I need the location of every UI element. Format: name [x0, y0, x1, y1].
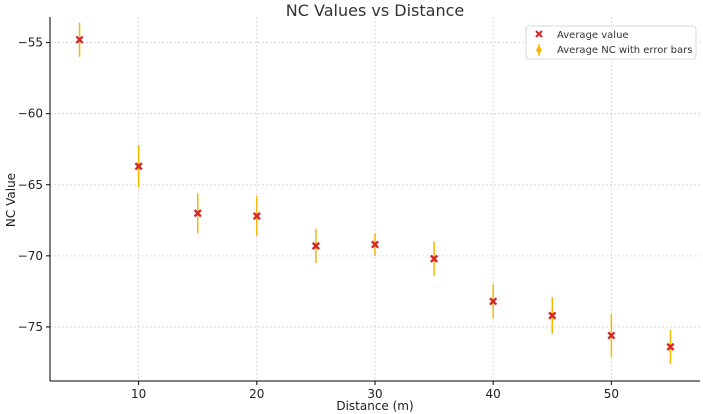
plot-area [75, 22, 675, 364]
point-marker-stroke [75, 35, 84, 44]
data-point [193, 209, 202, 218]
y-axis-label: NC Value [4, 173, 18, 227]
y-tick-label: −75 [18, 320, 43, 334]
x-tick-label: 30 [367, 387, 382, 401]
axis-ticks: 10 20 30 40 50 −55 −60 −65 −70 −75 [18, 36, 619, 401]
point-marker-stroke [370, 240, 380, 249]
y-tick-label: −60 [18, 107, 43, 121]
point-marker-stroke [193, 209, 202, 218]
data-point [311, 241, 320, 250]
legend-marker-errorbar [536, 44, 542, 56]
point-marker-stroke [607, 331, 616, 340]
data-point [75, 35, 84, 44]
point-marker-stroke [430, 254, 439, 263]
x-tick-label: 20 [249, 387, 264, 401]
chart-title: NC Values vs Distance [286, 1, 464, 20]
data-point [252, 212, 261, 221]
y-tick-label: −55 [18, 36, 43, 50]
y-tick-label: −65 [18, 178, 43, 192]
legend-label-errorbar: Average NC with error bars [557, 45, 692, 56]
data-point [607, 331, 616, 340]
point-marker-stroke [252, 212, 261, 221]
legend: Average value Average NC with error bars [525, 25, 697, 60]
x-axis-label: Distance (m) [336, 399, 413, 413]
point-marker-stroke [666, 342, 675, 351]
data-point [489, 297, 498, 306]
data-point [666, 342, 675, 351]
data-point [548, 311, 557, 320]
legend-label-average: Average value [557, 30, 629, 41]
x-tick-label: 40 [486, 387, 501, 401]
legend-box [525, 25, 697, 60]
point-marker-stroke [489, 297, 498, 306]
grid [50, 17, 700, 381]
point-marker-stroke [134, 162, 143, 171]
data-point [430, 254, 439, 263]
data-point [134, 162, 143, 171]
point-marker-stroke [311, 241, 320, 250]
legend-marker-average [535, 30, 543, 38]
point-marker-stroke [548, 311, 557, 320]
x-tick-label: 50 [604, 387, 619, 401]
y-tick-label: −70 [18, 249, 43, 263]
x-tick-label: 10 [131, 387, 146, 401]
data-point [370, 240, 380, 249]
